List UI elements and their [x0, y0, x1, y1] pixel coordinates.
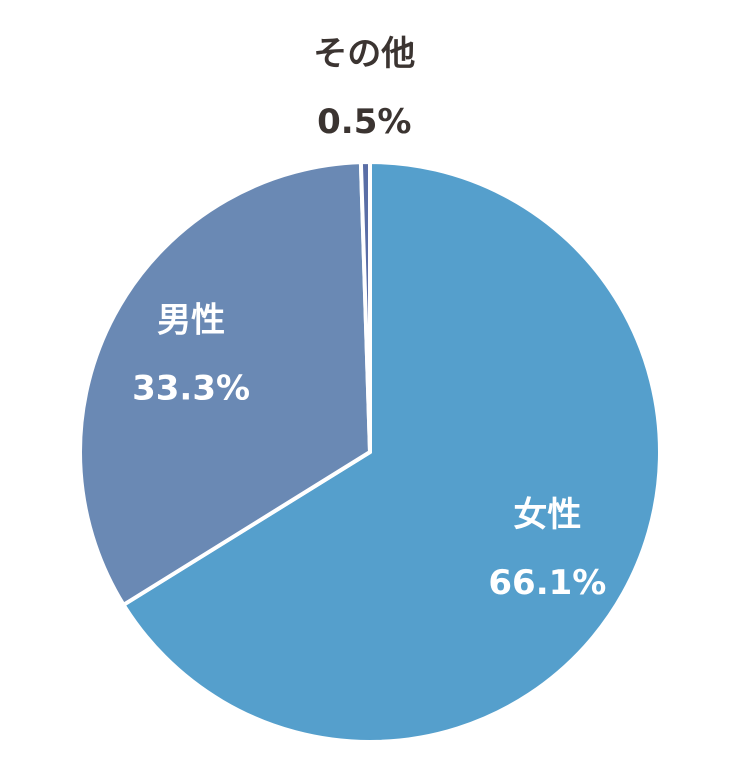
pie-slice [358, 159, 372, 454]
pie-slice [121, 160, 662, 744]
pie-slice [78, 160, 372, 607]
slice-label: 女性 [513, 495, 581, 535]
slice-label: その他 [313, 34, 415, 74]
slice-label: 男性 [157, 301, 225, 341]
slice-value-label: 66.1% [488, 563, 606, 603]
slice-value-label: 0.5% [317, 102, 411, 142]
slice-value-label: 33.3% [132, 369, 250, 409]
